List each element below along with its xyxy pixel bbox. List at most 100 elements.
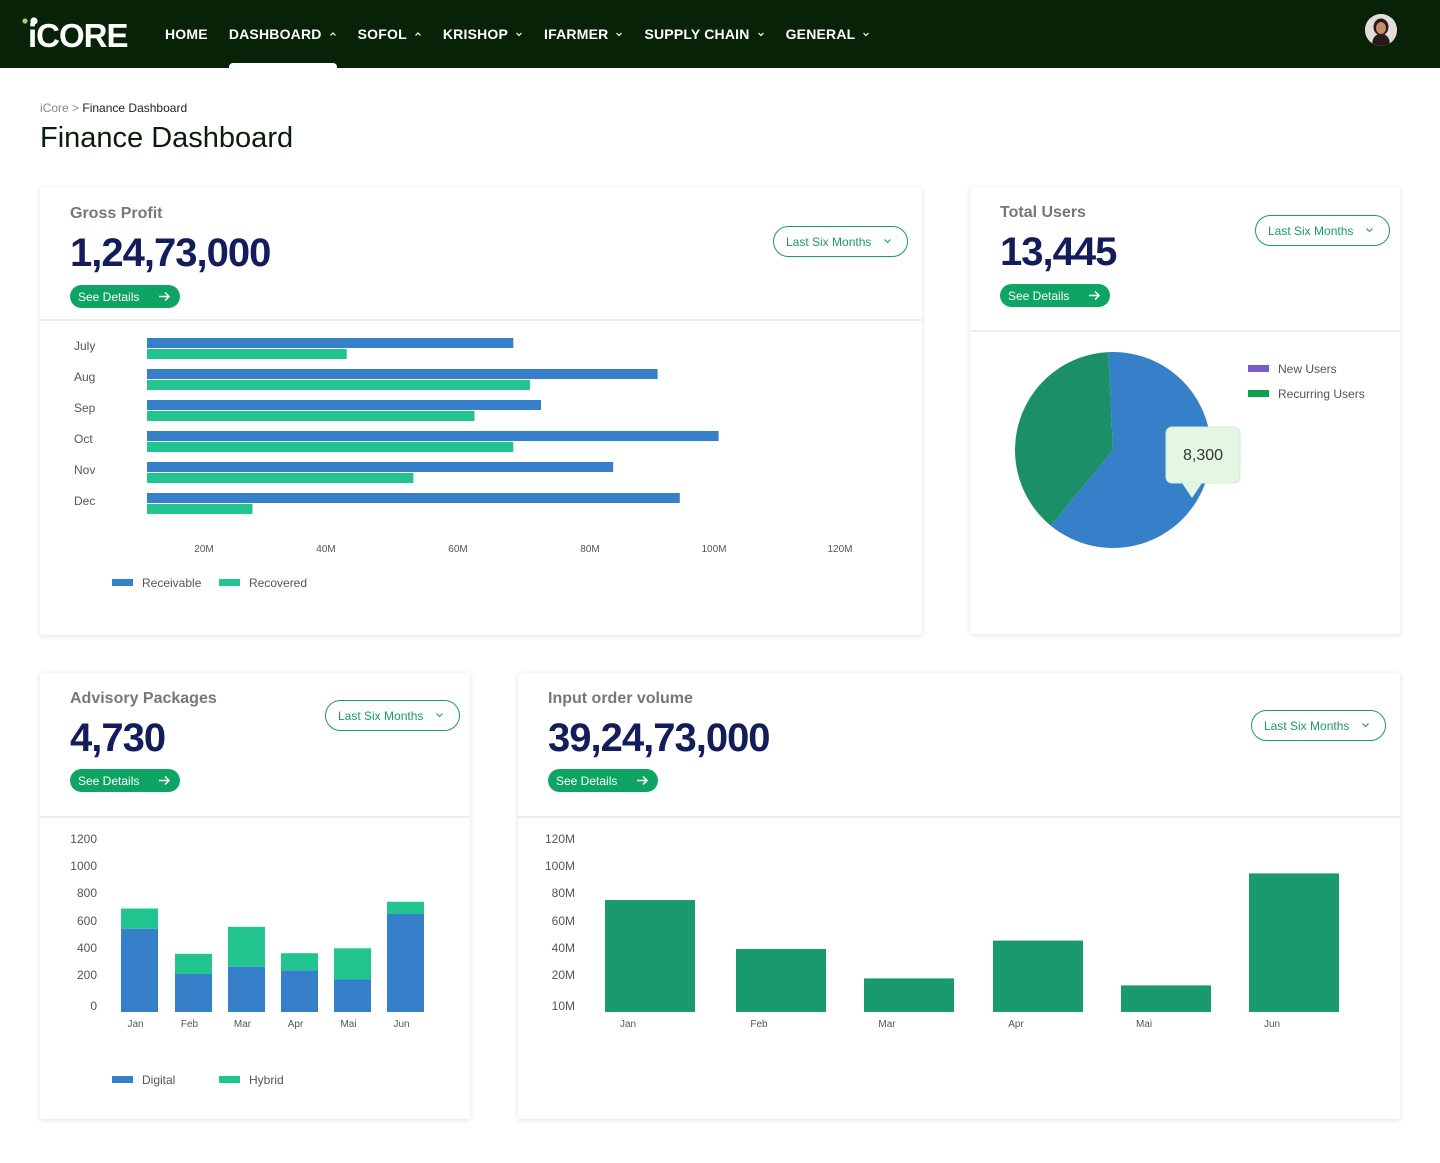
- see-details-button[interactable]: See Details: [1000, 284, 1110, 307]
- legend-label-digital: Digital: [142, 1073, 175, 1087]
- y-tick-label: 400: [77, 941, 97, 955]
- chevron-down-icon: [1366, 228, 1373, 233]
- x-tick-label: Jun: [393, 1019, 409, 1030]
- period-label: Last Six Months: [1264, 718, 1350, 733]
- y-tick-label: 800: [77, 886, 97, 900]
- nav-item-sofol[interactable]: SOFOL: [358, 0, 422, 68]
- arrow-right-icon: [1089, 290, 1101, 301]
- period-select[interactable]: Last Six Months: [325, 700, 460, 731]
- period-select[interactable]: Last Six Months: [1255, 215, 1390, 246]
- see-details-label: See Details: [1008, 288, 1070, 303]
- bar-recovered: [147, 349, 347, 359]
- legend-swatch: [1248, 390, 1269, 397]
- x-tick-label: 20M: [194, 544, 213, 555]
- nav-item-supply-chain[interactable]: SUPPLY CHAIN: [644, 0, 764, 68]
- see-details-label: See Details: [556, 773, 618, 788]
- chevron-down-icon: [1362, 723, 1369, 728]
- x-tick-label: Jun: [1264, 1019, 1280, 1030]
- breadcrumb-current: Finance Dashboard: [82, 101, 188, 115]
- legend-swatch-recovered: [219, 579, 240, 586]
- bar-digital: [281, 970, 318, 1012]
- bar-digital: [387, 914, 424, 1012]
- chevron-down-icon: [516, 32, 522, 37]
- nav-item-ifarmer[interactable]: IFARMER: [544, 0, 623, 68]
- chevron-down-icon: [884, 239, 891, 244]
- period-select[interactable]: Last Six Months: [1251, 710, 1386, 741]
- see-details-button[interactable]: See Details: [548, 769, 658, 792]
- bar-receivable: [147, 462, 614, 472]
- bar-order-volume: [864, 978, 954, 1012]
- y-tick-label: 40M: [552, 941, 575, 955]
- pie-tooltip-value: 8,300: [1183, 447, 1223, 464]
- y-tick-label: Oct: [74, 432, 93, 446]
- gross-profit-card: Gross Profit 1,24,73,000 See Details Las…: [40, 187, 922, 635]
- x-tick-label: Jan: [620, 1019, 636, 1030]
- bar-receivable: [147, 431, 719, 441]
- card-value: 13,445: [1000, 230, 1117, 274]
- card-title: Advisory Packages: [70, 690, 217, 707]
- x-tick-label: Feb: [181, 1019, 199, 1030]
- nav-item-label: SUPPLY CHAIN: [644, 26, 750, 42]
- x-tick-label: Mar: [234, 1019, 252, 1030]
- user-avatar[interactable]: [1365, 14, 1397, 46]
- x-tick-label: Apr: [288, 1019, 304, 1030]
- nav-item-dashboard[interactable]: DASHBOARD: [228, 0, 337, 68]
- x-tick-label: 80M: [580, 544, 599, 555]
- x-tick-label: Feb: [750, 1019, 768, 1030]
- page-title: Finance Dashboard: [40, 122, 294, 154]
- bar-recovered: [147, 504, 253, 514]
- bar-recovered: [147, 411, 475, 421]
- total-users-chart: 8,300 New Users Recurring Users: [1015, 352, 1365, 548]
- arrow-right-icon: [159, 775, 171, 786]
- y-tick-label: Sep: [74, 401, 96, 415]
- see-details-button[interactable]: See Details: [70, 285, 180, 308]
- card-title: Gross Profit: [70, 205, 163, 222]
- nav-item-label: GENERAL: [785, 26, 856, 42]
- y-tick-label: 120M: [545, 832, 575, 846]
- legend-label-hybrid: Hybrid: [249, 1073, 284, 1087]
- period-label: Last Six Months: [338, 708, 424, 723]
- y-tick-label: 80M: [552, 886, 575, 900]
- bar-digital: [175, 974, 212, 1012]
- y-tick-label: 1200: [70, 832, 97, 846]
- pie-slice-new-users[interactable]: [1050, 352, 1211, 548]
- card-divider: [518, 816, 1400, 818]
- chevron-down-icon: [616, 32, 623, 37]
- x-tick-label: Apr: [1008, 1019, 1024, 1030]
- period-select[interactable]: Last Six Months: [773, 226, 908, 257]
- y-tick-label: 60M: [552, 914, 575, 928]
- nav-item-home[interactable]: HOME: [165, 0, 208, 68]
- bar-receivable: [147, 369, 658, 379]
- nav-item-label: IFARMER: [544, 26, 609, 42]
- x-tick-label: Mai: [340, 1019, 356, 1030]
- y-tick-label: Nov: [74, 463, 95, 477]
- y-tick-label: Dec: [74, 494, 95, 508]
- breadcrumb-root[interactable]: iCore: [40, 101, 69, 115]
- pie-slice-recurring-users[interactable]: [1015, 352, 1113, 526]
- main-nav: HOME DASHBOARD SOFOL KRISHOP IFARMER SUPPLY C…: [165, 0, 891, 68]
- y-tick-label: 1000: [70, 859, 97, 873]
- bar-hybrid: [387, 901, 424, 914]
- top-navbar: iCORE HOME DASHBOARD SOFOL KRISHOP IFARMER SU…: [0, 0, 1440, 68]
- bar-receivable: [147, 493, 680, 503]
- legend-swatch-receivable: [112, 579, 133, 586]
- x-tick-label: Mar: [878, 1019, 896, 1030]
- bar-order-volume: [1121, 985, 1211, 1012]
- bar-hybrid: [175, 953, 212, 975]
- see-details-button[interactable]: See Details: [70, 769, 180, 792]
- nav-item-krishop[interactable]: KRISHOP: [443, 0, 523, 68]
- y-tick-label: 0: [90, 999, 97, 1013]
- nav-item-general[interactable]: GENERAL: [786, 0, 871, 68]
- chevron-down-icon: [863, 32, 870, 37]
- y-tick-label: 200: [77, 968, 97, 982]
- icore-logo[interactable]: iCORE: [22, 14, 148, 54]
- period-label: Last Six Months: [786, 234, 872, 249]
- card-value: 1,24,73,000: [70, 231, 271, 275]
- bar-digital: [121, 928, 158, 1012]
- legend-swatch-digital: [112, 1076, 133, 1083]
- card-title: Total Users: [1000, 204, 1086, 221]
- x-tick-label: 60M: [448, 544, 467, 555]
- period-label: Last Six Months: [1268, 223, 1354, 238]
- bar-recovered: [147, 380, 530, 390]
- card-divider: [970, 330, 1400, 332]
